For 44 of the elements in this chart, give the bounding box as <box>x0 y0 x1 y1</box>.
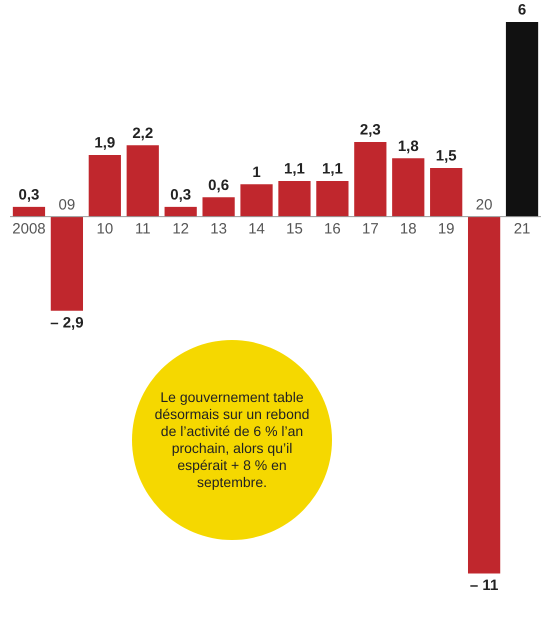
data-label: 2,3 <box>360 122 381 139</box>
data-label: 1,1 <box>322 160 343 178</box>
bar <box>430 168 462 217</box>
x-tick-label: 17 <box>362 220 379 238</box>
x-tick-label: 12 <box>172 220 190 238</box>
data-label: 1,5 <box>436 148 457 165</box>
data-label: – 2,9 <box>50 314 84 332</box>
bar <box>354 142 386 217</box>
bar <box>12 206 46 217</box>
data-label: 2,2 <box>132 124 154 142</box>
bar <box>278 180 311 217</box>
x-tick-label: 11 <box>134 220 151 238</box>
x-tick-label: 21 <box>514 220 530 238</box>
x-tick-label: 16 <box>324 220 341 238</box>
x-tick-label: 15 <box>286 220 303 238</box>
x-tick-label: 2008 <box>12 220 46 238</box>
x-tick-label: 09 <box>58 196 76 214</box>
data-label: 1,8 <box>398 138 419 155</box>
bar <box>126 145 159 217</box>
data-label: 0,3 <box>18 186 40 204</box>
bar <box>468 216 500 574</box>
x-tick-label: 19 <box>438 220 455 238</box>
bar <box>506 22 538 217</box>
data-label: 1,1 <box>284 160 305 178</box>
data-label: 6 <box>518 2 526 19</box>
circle-callout: Le gouvernement table désormais sur un rebond de l’activité de 6 % l’an prochain, alors qu’il espérait + 8 % en septembre. <box>132 340 332 540</box>
bar <box>316 180 349 217</box>
data-label: 1,9 <box>94 134 116 152</box>
x-tick-label: 20 <box>476 196 492 214</box>
bar <box>88 155 121 217</box>
bar <box>202 197 235 217</box>
bar <box>392 158 424 217</box>
data-label: 0,3 <box>170 186 192 204</box>
x-tick-label: 10 <box>96 220 114 238</box>
bar <box>240 184 273 217</box>
annotation: Le gouvernement table désormais sur un rebond de l’activité de 6 % l’an prochain, alors qu’il espérait + 8 % en septembre. <box>154 389 310 491</box>
x-tick-label: 14 <box>248 220 265 238</box>
x-tick-label: 18 <box>400 220 417 238</box>
data-label: – 11 <box>470 577 498 594</box>
x-tick-label: 13 <box>210 220 227 238</box>
data-label: 1 <box>252 164 261 181</box>
data-label: 0,6 <box>208 176 230 194</box>
bar <box>50 216 84 311</box>
bar <box>164 206 197 217</box>
